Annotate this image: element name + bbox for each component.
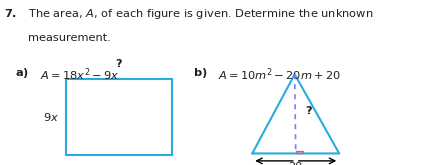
- Text: The area, $A$, of each figure is given. Determine the unknown: The area, $A$, of each figure is given. …: [28, 7, 373, 21]
- Text: ?: ?: [305, 106, 312, 116]
- Text: measurement.: measurement.: [28, 33, 110, 43]
- Text: $\mathbf{a)}$: $\mathbf{a)}$: [15, 66, 29, 80]
- Text: $\mathbf{b)}$: $\mathbf{b)}$: [193, 66, 207, 80]
- Text: $A = 10m^2 - 20m + 20$: $A = 10m^2 - 20m + 20$: [218, 66, 341, 83]
- Bar: [66, 79, 172, 155]
- Text: $A = 18x^2 - 9x$: $A = 18x^2 - 9x$: [40, 66, 120, 83]
- Text: 20: 20: [289, 162, 303, 165]
- Text: $9x$: $9x$: [43, 111, 59, 123]
- Bar: [296, 151, 303, 153]
- Text: ?: ?: [115, 59, 122, 69]
- Text: $\mathbf{7.}$: $\mathbf{7.}$: [4, 7, 17, 19]
